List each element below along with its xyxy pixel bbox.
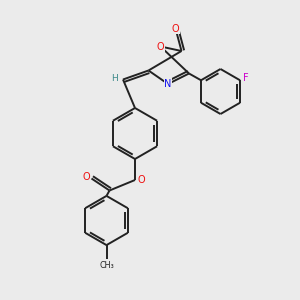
Text: N: N <box>164 79 172 89</box>
Text: H: H <box>111 74 118 82</box>
Text: F: F <box>243 73 248 83</box>
Text: O: O <box>172 23 179 34</box>
Text: O: O <box>157 41 164 52</box>
Text: O: O <box>82 172 90 182</box>
Text: CH₃: CH₃ <box>99 261 114 270</box>
Text: O: O <box>138 175 146 185</box>
